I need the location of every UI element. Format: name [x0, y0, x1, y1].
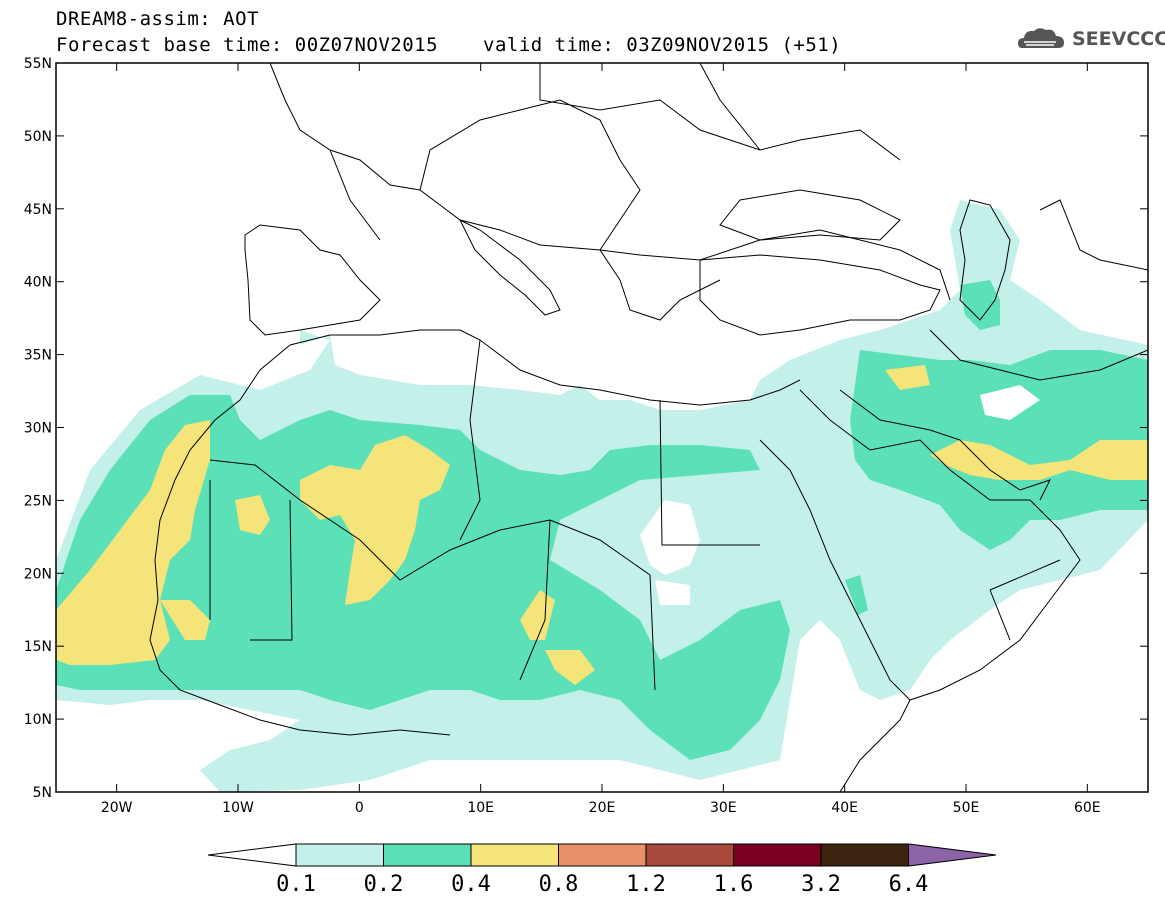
coastline-black-sea [719, 189, 901, 241]
aot-region-medium [56, 395, 790, 760]
colorbar-label: 0.1 [276, 872, 316, 897]
coastline-iberia [244, 224, 381, 336]
coastline-east-africa [839, 699, 911, 792]
aot-region-high-mauritania [160, 600, 210, 640]
lat-label: 40N [24, 275, 52, 291]
lon-label: 60E [1074, 800, 1101, 816]
lat-label: 50N [24, 129, 52, 145]
aot-gap-saudi [980, 385, 1040, 420]
border-lines-africa [209, 339, 760, 691]
coastline-turkey [699, 254, 941, 336]
border-lines-europe [329, 63, 901, 251]
colorbar-label: 0.4 [451, 872, 491, 897]
lon-label: 40E [831, 800, 858, 816]
coastline-greece [599, 249, 721, 321]
colorbar-label: 1.2 [626, 872, 666, 897]
colorbar-label: 0.2 [363, 872, 404, 897]
aot-gap-sudan [655, 580, 690, 605]
lat-label: 35N [24, 348, 52, 364]
colorbar-segment [470, 843, 559, 867]
aot-region-high-chad [520, 590, 595, 685]
lon-label: 0 [355, 800, 364, 816]
coastline-europe-north [269, 63, 951, 301]
title-valid-time: valid time: 03Z09NOV2015 (+51) [483, 34, 842, 56]
lat-label: 15N [24, 639, 52, 655]
colorbar-arrow-low [207, 843, 297, 867]
coastline-arabia [799, 389, 1081, 701]
aot-region-medium-caspian [960, 280, 1000, 330]
colorbar-label: 0.8 [538, 872, 579, 897]
cloud-icon [1018, 28, 1064, 48]
colorbar-label: 1.6 [713, 872, 754, 897]
coastline-persian-gulf [929, 429, 1051, 501]
lat-label: 45N [24, 202, 52, 218]
aot-region-high-iraq [885, 365, 930, 390]
logo-text: SEEVCCC [1072, 28, 1165, 50]
lat-label: 20N [24, 566, 52, 582]
lat-label: 10N [24, 712, 52, 728]
aot-region-high-sahara [300, 435, 450, 605]
coastline-caspian [959, 199, 1011, 321]
lon-label: 10E [467, 800, 494, 816]
lat-label: 25N [24, 493, 52, 509]
colorbar-segment [645, 843, 734, 867]
title-base-time: Forecast base time: 00Z07NOV2015 [56, 34, 439, 56]
coastlines [149, 63, 1148, 792]
colorbar-segment [820, 843, 909, 867]
coastline-red-sea [759, 439, 911, 701]
colorbar-segment [295, 843, 384, 867]
aot-region-medium-redsea [845, 575, 868, 615]
colorbar-segment [383, 843, 472, 867]
colorbar-segment [733, 843, 822, 867]
lon-label: 30E [710, 800, 737, 816]
lat-label: 55N [24, 56, 52, 72]
aot-region-high-gulf [930, 440, 1148, 480]
coastline-west-africa [149, 344, 451, 736]
coastline-italy [458, 218, 561, 316]
aot-region-high-mali [235, 495, 270, 535]
lon-axis: 20W 10W 0 10E 20E 30E 40E 50E 60E [101, 63, 1101, 816]
lat-axis: 55N 50N 45N 40N 35N 30N 25N 20N 15N 10N 5N [24, 56, 1148, 801]
title-product: DREAM8-assim: AOT [56, 8, 259, 30]
aot-field [56, 200, 1148, 792]
colorbar-label: 6.4 [888, 872, 929, 897]
lon-label: 50E [953, 800, 980, 816]
lon-label: 20W [101, 800, 133, 816]
colorbar-arrow-high [908, 843, 997, 867]
aot-region-high-coast [56, 420, 210, 665]
lon-label: 10W [222, 800, 254, 816]
lon-label: 20E [589, 800, 616, 816]
aot-gap-egypt [640, 500, 700, 575]
coastline-north-africa [289, 329, 801, 406]
lat-label: 30N [24, 421, 52, 437]
colorbar-label: 3.2 [801, 872, 841, 897]
colorbar-segment [558, 843, 647, 867]
lat-label: 5N [33, 785, 52, 801]
colorbar [207, 843, 997, 867]
border-lines-middle-east [839, 199, 1148, 641]
